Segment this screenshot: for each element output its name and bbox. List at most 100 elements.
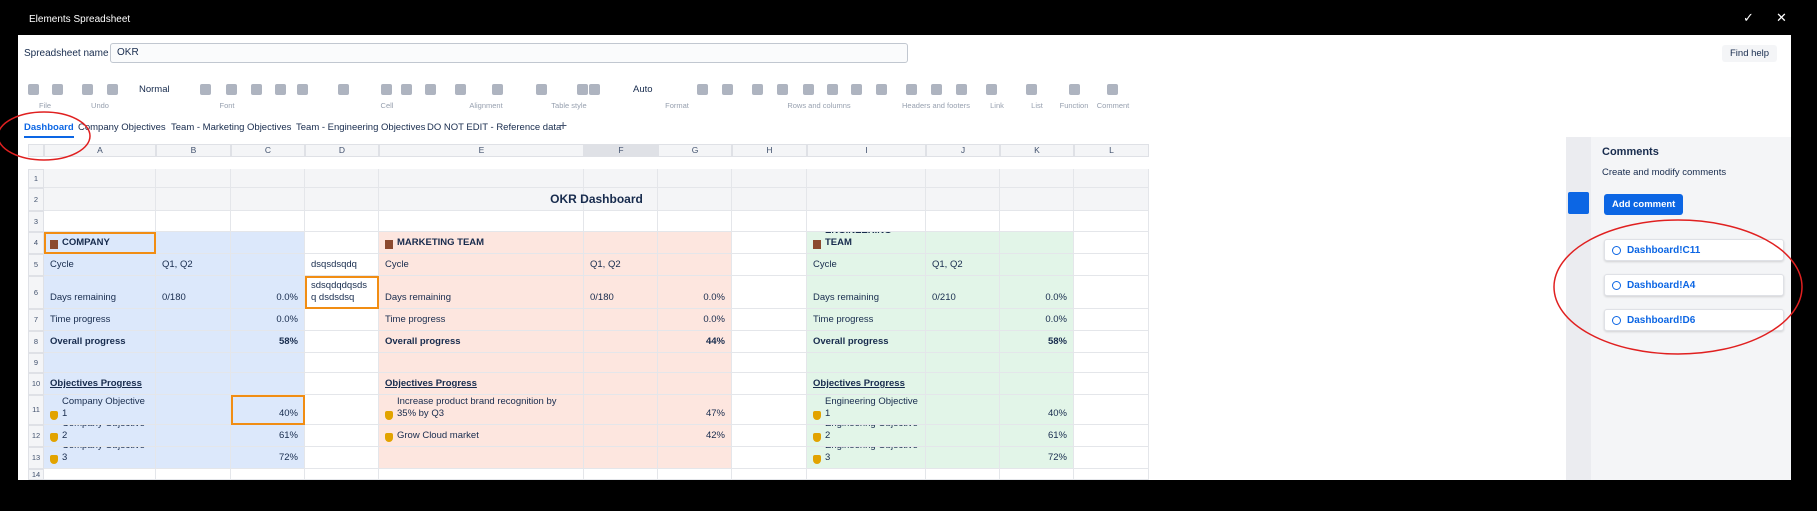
cell[interactable]: sdsqdqdqsdsq dsdsdsq bbox=[305, 276, 379, 309]
cell[interactable] bbox=[305, 188, 379, 211]
comment-item[interactable]: Dashboard!D6 bbox=[1604, 309, 1784, 331]
cell[interactable] bbox=[584, 331, 658, 353]
cell[interactable]: Increase product brand recognition by 35… bbox=[379, 395, 584, 425]
cell[interactable] bbox=[1074, 276, 1149, 309]
cell[interactable] bbox=[584, 309, 658, 331]
cell[interactable] bbox=[584, 395, 658, 425]
cell[interactable] bbox=[926, 447, 1000, 469]
cell[interactable] bbox=[1074, 447, 1149, 469]
cell[interactable] bbox=[584, 353, 658, 373]
cell[interactable] bbox=[156, 373, 231, 395]
cell[interactable]: Cycle bbox=[807, 254, 926, 276]
cell[interactable]: dsqsdsqdq bbox=[305, 254, 379, 276]
cell[interactable] bbox=[807, 188, 926, 211]
toolbar-icon[interactable] bbox=[52, 84, 63, 95]
format-select[interactable]: Auto bbox=[633, 84, 653, 95]
cell[interactable] bbox=[305, 353, 379, 373]
toolbar-icon[interactable] bbox=[251, 84, 262, 95]
cell[interactable] bbox=[231, 169, 305, 188]
toolbar-icon[interactable] bbox=[931, 84, 942, 95]
cell[interactable] bbox=[732, 232, 807, 254]
cell[interactable]: Objectives Progress bbox=[44, 373, 156, 395]
cell[interactable]: Q1, Q2 bbox=[584, 254, 658, 276]
cell[interactable] bbox=[156, 353, 231, 373]
cell[interactable] bbox=[231, 353, 305, 373]
cell[interactable] bbox=[1000, 232, 1074, 254]
cell[interactable] bbox=[807, 211, 926, 232]
cell[interactable] bbox=[926, 353, 1000, 373]
cell[interactable]: Company Objective 1 bbox=[44, 395, 156, 425]
toolbar-icon[interactable] bbox=[82, 84, 93, 95]
cell[interactable] bbox=[44, 169, 156, 188]
cell[interactable]: Engineering Objective 3 bbox=[807, 447, 926, 469]
cell[interactable] bbox=[926, 232, 1000, 254]
toolbar-icon[interactable] bbox=[226, 84, 237, 95]
cell[interactable]: Objectives Progress bbox=[807, 373, 926, 395]
cell[interactable] bbox=[1074, 188, 1149, 211]
cell[interactable]: 40% bbox=[231, 395, 305, 425]
cell[interactable] bbox=[926, 331, 1000, 353]
toolbar-icon[interactable] bbox=[752, 84, 763, 95]
cell[interactable] bbox=[732, 373, 807, 395]
cell[interactable]: 0.0% bbox=[231, 309, 305, 331]
cell[interactable] bbox=[926, 425, 1000, 447]
cell[interactable] bbox=[584, 447, 658, 469]
cell[interactable] bbox=[658, 447, 732, 469]
cell[interactable] bbox=[1074, 353, 1149, 373]
toolbar-icon[interactable] bbox=[906, 84, 917, 95]
cell[interactable] bbox=[732, 276, 807, 309]
name-input[interactable]: OKR bbox=[110, 43, 908, 63]
cell[interactable] bbox=[44, 188, 156, 211]
cell[interactable] bbox=[926, 211, 1000, 232]
toolbar-icon[interactable] bbox=[956, 84, 967, 95]
toolbar-icon[interactable] bbox=[381, 84, 392, 95]
cell[interactable] bbox=[658, 254, 732, 276]
cell[interactable] bbox=[926, 395, 1000, 425]
cell[interactable]: Q1, Q2 bbox=[156, 254, 231, 276]
cell[interactable] bbox=[305, 425, 379, 447]
sheet-tab[interactable]: Dashboard bbox=[24, 122, 74, 138]
cell[interactable] bbox=[1074, 373, 1149, 395]
cell[interactable]: 58% bbox=[231, 331, 305, 353]
toolbar-icon[interactable] bbox=[589, 84, 600, 95]
toolbar-icon[interactable] bbox=[803, 84, 814, 95]
cell[interactable] bbox=[1000, 469, 1074, 480]
cell[interactable] bbox=[44, 353, 156, 373]
toolbar-icon[interactable] bbox=[275, 84, 286, 95]
cell[interactable] bbox=[44, 211, 156, 232]
cell[interactable]: Objectives Progress bbox=[379, 373, 584, 395]
toolbar-icon[interactable] bbox=[107, 84, 118, 95]
cell[interactable] bbox=[156, 331, 231, 353]
cell[interactable] bbox=[156, 425, 231, 447]
cell[interactable] bbox=[1074, 254, 1149, 276]
toolbar-icon[interactable] bbox=[28, 84, 39, 95]
sheet-tab[interactable]: DO NOT EDIT - Reference data bbox=[427, 122, 562, 133]
cell[interactable] bbox=[1074, 211, 1149, 232]
cell[interactable] bbox=[732, 331, 807, 353]
cell[interactable]: Company Objective 2 bbox=[44, 425, 156, 447]
cell[interactable]: 0/210 bbox=[926, 276, 1000, 309]
cell[interactable]: Overall progress bbox=[379, 331, 584, 353]
cell[interactable] bbox=[1000, 254, 1074, 276]
cell[interactable] bbox=[305, 232, 379, 254]
cell[interactable] bbox=[156, 169, 231, 188]
cell[interactable] bbox=[156, 309, 231, 331]
add-comment-button[interactable]: Add comment bbox=[1604, 194, 1684, 215]
cell[interactable] bbox=[926, 309, 1000, 331]
cell[interactable] bbox=[379, 353, 584, 373]
cell[interactable]: 0.0% bbox=[658, 309, 732, 331]
toolbar-icon[interactable] bbox=[425, 84, 436, 95]
cell[interactable] bbox=[926, 169, 1000, 188]
cell[interactable] bbox=[231, 373, 305, 395]
cell[interactable] bbox=[732, 353, 807, 373]
comments-tab-icon[interactable] bbox=[1568, 192, 1589, 214]
cell[interactable]: 61% bbox=[231, 425, 305, 447]
toolbar-icon[interactable] bbox=[577, 84, 588, 95]
cell[interactable] bbox=[231, 232, 305, 254]
cell[interactable] bbox=[231, 211, 305, 232]
cell[interactable] bbox=[379, 447, 584, 469]
cell[interactable]: Time progress bbox=[379, 309, 584, 331]
toolbar-icon[interactable] bbox=[722, 84, 733, 95]
confirm-button[interactable]: ✓ bbox=[1743, 10, 1754, 25]
cell[interactable]: Grow Cloud market bbox=[379, 425, 584, 447]
